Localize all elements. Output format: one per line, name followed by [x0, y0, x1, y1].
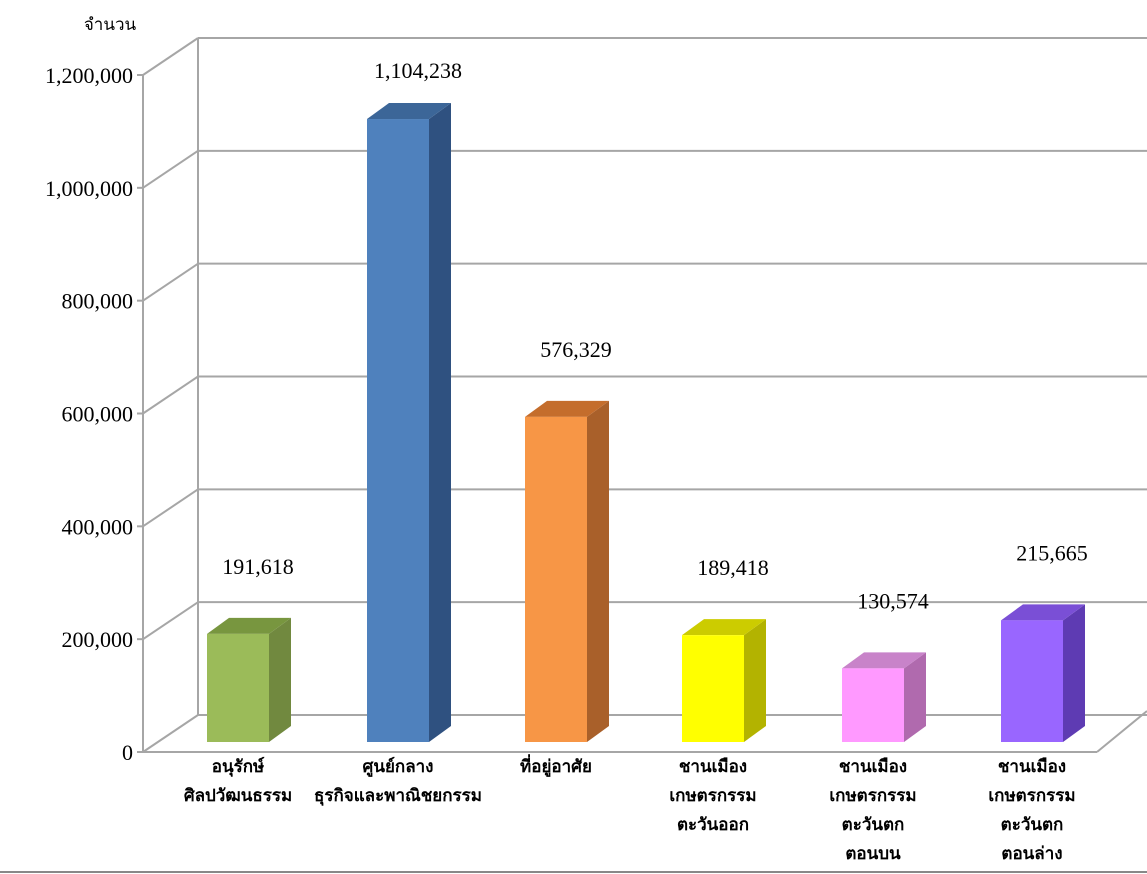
x-category-label: ศิลปวัฒนธรรม	[184, 786, 292, 806]
y-tick-label: 1,000,000	[45, 176, 133, 201]
bar-top-face	[682, 619, 766, 636]
x-category-label: ตอนล่าง	[1001, 844, 1062, 864]
data-label: 191,618	[222, 554, 294, 579]
x-category-label: ศูนย์กลาง	[363, 756, 434, 778]
y-tick-label: 0	[122, 740, 133, 765]
gridline-side	[142, 37, 199, 76]
data-label: 130,574	[857, 588, 929, 613]
bar	[842, 668, 904, 742]
gridline-side	[142, 375, 199, 415]
bar-top-face	[1001, 604, 1085, 621]
x-category-label: ตอนบน	[845, 844, 901, 864]
x-category-label: เกษตรกรรม	[988, 786, 1075, 806]
x-category-label: ชานเมือง	[998, 756, 1066, 777]
x-category-label: ธุรกิจและพาณิชยกรรม	[314, 786, 482, 806]
x-category-label: ตะวันตก	[842, 815, 905, 835]
y-tick-label: 1,200,000	[45, 63, 133, 88]
x-category-label: ที่อยู่อาศัย	[520, 754, 592, 778]
bar	[207, 633, 269, 742]
bar-side-face	[429, 103, 451, 742]
x-category-label: ตะวันออก	[677, 815, 749, 835]
bar	[682, 635, 744, 742]
y-tick-label: 800,000	[62, 289, 134, 314]
bar-side-face	[587, 400, 609, 742]
bar-top-face	[525, 400, 609, 417]
data-label: 189,418	[697, 555, 769, 580]
y-tick-label: 200,000	[62, 627, 134, 652]
x-category-label: ชานเมือง	[679, 756, 747, 777]
gridline-side	[142, 262, 199, 302]
bar-side-face	[269, 617, 291, 742]
data-label: 215,665	[1016, 540, 1088, 565]
y-tick-label: 400,000	[62, 514, 134, 539]
gridline-side	[142, 601, 199, 640]
bar-side-face	[744, 619, 766, 742]
bar-top-face	[367, 103, 451, 120]
data-label: 1,104,238	[374, 58, 462, 83]
y-axis-title: จำนวน	[84, 15, 137, 35]
bar-side-face	[904, 652, 926, 742]
x-category-label: เกษตรกรรม	[669, 786, 756, 806]
bar	[1001, 620, 1063, 742]
y-tick-label: 600,000	[62, 402, 134, 427]
bar	[525, 416, 587, 742]
x-category-label: ตะวันตก	[1001, 815, 1064, 835]
bar-top-face	[207, 617, 291, 634]
x-category-label: อนุรักษ์	[212, 756, 265, 777]
gridline-side	[142, 488, 199, 528]
data-label: 576,329	[540, 337, 612, 362]
x-category-label: ชานเมือง	[839, 756, 907, 777]
gridline-side	[142, 714, 199, 753]
bar	[367, 119, 429, 742]
gridline-side	[142, 150, 199, 189]
bar-side-face	[1063, 604, 1085, 742]
floor-right-edge	[1096, 710, 1147, 753]
x-category-label: เกษตรกรรม	[829, 786, 916, 806]
bar-top-face	[842, 652, 926, 669]
